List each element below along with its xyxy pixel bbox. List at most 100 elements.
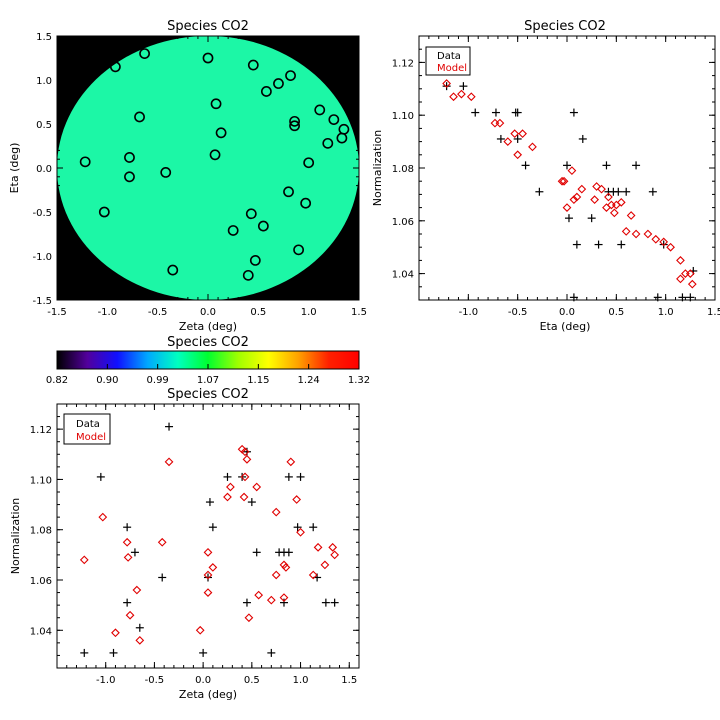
eta-model-point <box>503 137 513 146</box>
eta-x-tick-label: -1.0 <box>459 307 479 318</box>
eta-model-point <box>626 211 636 220</box>
zeta-model-point <box>123 552 133 562</box>
map-markers <box>79 48 350 281</box>
map-data-point <box>260 86 272 97</box>
eta-model-point <box>513 150 523 160</box>
eta-data-point <box>578 134 587 143</box>
zeta-data-point <box>330 598 339 607</box>
colorbar-tick-label: 1.24 <box>298 375 320 386</box>
zeta-y-tick-label: 1.04 <box>30 626 52 637</box>
zeta-title: Species CO2 <box>167 387 249 402</box>
eta-data-point <box>521 161 530 170</box>
eta-model-point <box>569 195 579 205</box>
zeta-data-point <box>284 472 293 481</box>
eta-data-point <box>587 214 596 223</box>
zeta-legend-data: Data <box>76 419 100 430</box>
eta-legend-box <box>425 46 471 76</box>
map-x-tick-label: 1.0 <box>301 307 317 318</box>
eta-x-tick-label: -0.5 <box>508 307 528 318</box>
zeta-x-label: Zeta (deg) <box>179 688 237 701</box>
map-data-point <box>202 52 214 64</box>
zeta-model-point <box>98 512 108 522</box>
zeta-model-point <box>244 613 254 623</box>
eta-y-tick-label: 1.12 <box>392 58 414 69</box>
eta-model-point <box>687 279 697 289</box>
zeta-model-point <box>111 628 120 638</box>
eta-data-point <box>535 187 544 196</box>
zeta-x-tick-label: 1.5 <box>341 675 357 686</box>
map-data-point <box>215 127 227 139</box>
zeta-data-point <box>267 648 276 657</box>
zeta-model-point <box>286 457 296 467</box>
zeta-data-point <box>96 472 105 481</box>
map-y-tick-label: 0.5 <box>36 120 52 131</box>
zeta-model-point <box>226 482 235 492</box>
eta-data-point <box>513 108 522 117</box>
map-data-point <box>283 186 294 198</box>
eta-model-point <box>466 92 476 102</box>
eta-y-label: Normalization <box>371 130 384 206</box>
map-y-tick-label: -0.5 <box>32 208 52 219</box>
eta-data-point <box>686 293 695 302</box>
eta-legend-data: Data <box>437 51 461 62</box>
eta-model-point <box>442 79 452 88</box>
zeta-model-point <box>203 570 213 580</box>
zeta-data-point <box>109 648 118 657</box>
zeta-model-point <box>223 492 232 502</box>
zeta-y-tick-label: 1.10 <box>30 475 52 486</box>
zeta-model-point <box>313 542 323 552</box>
zeta-data-point <box>279 598 288 607</box>
map-y-axis: -1.5 -1.0 -0.5 0.0 0.5 1.0 1.5 <box>32 32 359 307</box>
map-x-label: Zeta (deg) <box>179 320 237 333</box>
zeta-model-point <box>271 570 281 580</box>
eta-data-point <box>513 134 522 143</box>
zeta-y-tick-label: 1.06 <box>30 576 52 587</box>
map-data-point <box>249 254 261 266</box>
eta-model-point <box>643 229 653 239</box>
zeta-model-point <box>271 507 281 517</box>
zeta-data-point <box>205 498 214 507</box>
eta-x-tick-label: 0.5 <box>608 307 624 318</box>
eta-legend-model: Model <box>437 63 467 74</box>
zeta-model-point <box>203 588 213 597</box>
eta-model-point <box>685 269 695 278</box>
map-x-tick-label: 0.5 <box>250 307 266 318</box>
zeta-data-point <box>165 422 174 431</box>
eta-y-tick-label: 1.06 <box>392 217 414 228</box>
zeta-legend: Data Model <box>63 413 111 445</box>
map-data-point <box>303 157 315 169</box>
colorbar-axis: 0.82 0.90 0.99 1.07 1.15 1.24 1.32 <box>46 364 370 386</box>
zeta-data-point <box>80 648 89 657</box>
map-data-point <box>273 78 284 89</box>
zeta-model-point <box>157 537 167 547</box>
zeta-model-point <box>320 560 330 570</box>
zeta-data-point <box>242 447 251 456</box>
zeta-panel: Species CO2 -1.0 -0.5 0.0 0.5 1.0 1.5 1.041.0… <box>9 387 360 701</box>
zeta-y-label: Normalization <box>9 498 22 574</box>
map-data-point <box>247 59 259 71</box>
map-x-axis: -1.5 -1.0 -0.5 0.0 0.5 1.0 1.5 <box>47 36 367 318</box>
zeta-data-point <box>321 598 330 607</box>
eta-data-point <box>614 187 623 196</box>
eta-model-point <box>659 237 669 247</box>
map-data-point <box>285 70 296 81</box>
zeta-model-point <box>328 542 338 552</box>
zeta-model-point <box>266 595 276 605</box>
colorbar-tick-label: 0.82 <box>46 375 68 386</box>
map-data-point <box>109 61 121 73</box>
map-panel: Species CO2 -1.5 -1.0 -0.5 0.0 0.5 1.0 1.5 -1.… <box>8 19 367 333</box>
eta-data-point <box>602 161 611 170</box>
map-data-point <box>209 149 221 161</box>
zeta-model-point <box>208 563 218 572</box>
eta-x-tick-label: 0.0 <box>559 307 575 318</box>
map-x-tick-label: -0.5 <box>148 307 168 318</box>
eta-data-point <box>572 240 581 249</box>
eta-model-point <box>676 256 685 265</box>
colorbar-tick-label: 1.15 <box>247 375 269 386</box>
eta-data-point <box>471 108 480 117</box>
eta-data-point <box>594 240 603 249</box>
eta-model-point <box>666 242 675 252</box>
zeta-model-point <box>281 563 291 572</box>
eta-x-tick-label: 1.5 <box>707 307 720 318</box>
